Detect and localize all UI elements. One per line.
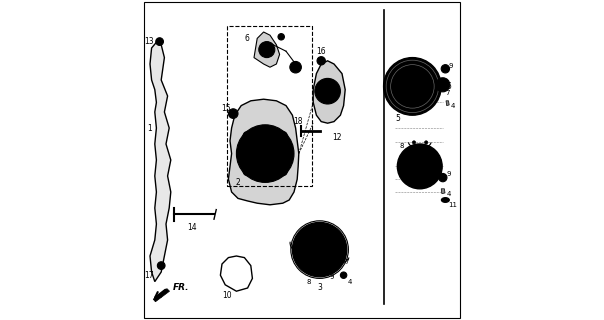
Circle shape [320,83,336,99]
Circle shape [248,136,283,171]
Circle shape [313,243,326,256]
Circle shape [156,38,164,45]
Circle shape [435,78,450,92]
Text: FR.: FR. [172,284,189,292]
Bar [226,26,312,186]
Text: 9: 9 [330,274,334,280]
Text: 8: 8 [400,143,404,148]
Circle shape [260,148,271,159]
Circle shape [414,161,426,172]
Circle shape [280,132,287,139]
Text: 9: 9 [449,63,453,68]
Text: 18: 18 [294,117,303,126]
Circle shape [228,109,238,118]
Circle shape [299,229,341,270]
Circle shape [317,57,326,65]
Circle shape [393,67,432,106]
Text: 4: 4 [446,191,451,196]
Circle shape [236,125,294,182]
Text: 4: 4 [450,103,455,109]
Circle shape [254,142,277,165]
Circle shape [292,222,347,277]
Circle shape [408,155,431,178]
Circle shape [341,272,347,278]
Text: 1: 1 [147,124,152,132]
Circle shape [384,58,441,115]
Text: 16: 16 [316,47,326,56]
Circle shape [159,263,164,268]
Text: 15: 15 [221,104,231,113]
Text: 9: 9 [447,172,451,177]
Circle shape [280,168,287,176]
Polygon shape [313,61,345,123]
Circle shape [315,78,341,104]
Circle shape [262,45,272,54]
Text: 14: 14 [187,223,196,232]
Polygon shape [153,289,170,302]
Circle shape [413,141,416,144]
Circle shape [307,237,332,262]
Text: 5: 5 [396,114,400,123]
Circle shape [397,144,442,189]
Circle shape [439,81,446,89]
Text: 7: 7 [344,260,349,265]
Circle shape [327,265,336,273]
Text: 10: 10 [222,292,231,300]
Circle shape [157,39,162,44]
Text: 7: 7 [445,90,450,96]
Circle shape [439,173,447,182]
Circle shape [290,61,301,73]
Text: 8: 8 [306,279,310,284]
Ellipse shape [442,198,449,203]
Circle shape [441,65,449,73]
Polygon shape [228,99,299,205]
Text: 17: 17 [144,271,154,280]
Polygon shape [446,101,449,106]
Text: 12: 12 [332,133,342,142]
Circle shape [241,130,289,178]
Circle shape [259,42,275,58]
Text: 4: 4 [348,279,352,284]
Text: 5: 5 [446,82,451,91]
Circle shape [400,74,425,99]
Polygon shape [254,32,280,67]
Text: 11: 11 [449,202,458,208]
Text: 2: 2 [236,178,240,187]
PathPatch shape [150,38,171,282]
Text: 3: 3 [317,284,322,292]
Circle shape [405,79,419,93]
Circle shape [158,262,165,269]
Circle shape [402,149,437,184]
Circle shape [243,168,251,176]
Text: 6: 6 [245,34,249,43]
Polygon shape [441,189,445,194]
Circle shape [278,34,284,40]
Circle shape [333,252,345,263]
Text: 13: 13 [144,37,154,46]
Circle shape [388,62,437,110]
Circle shape [243,132,251,139]
Circle shape [425,141,428,144]
